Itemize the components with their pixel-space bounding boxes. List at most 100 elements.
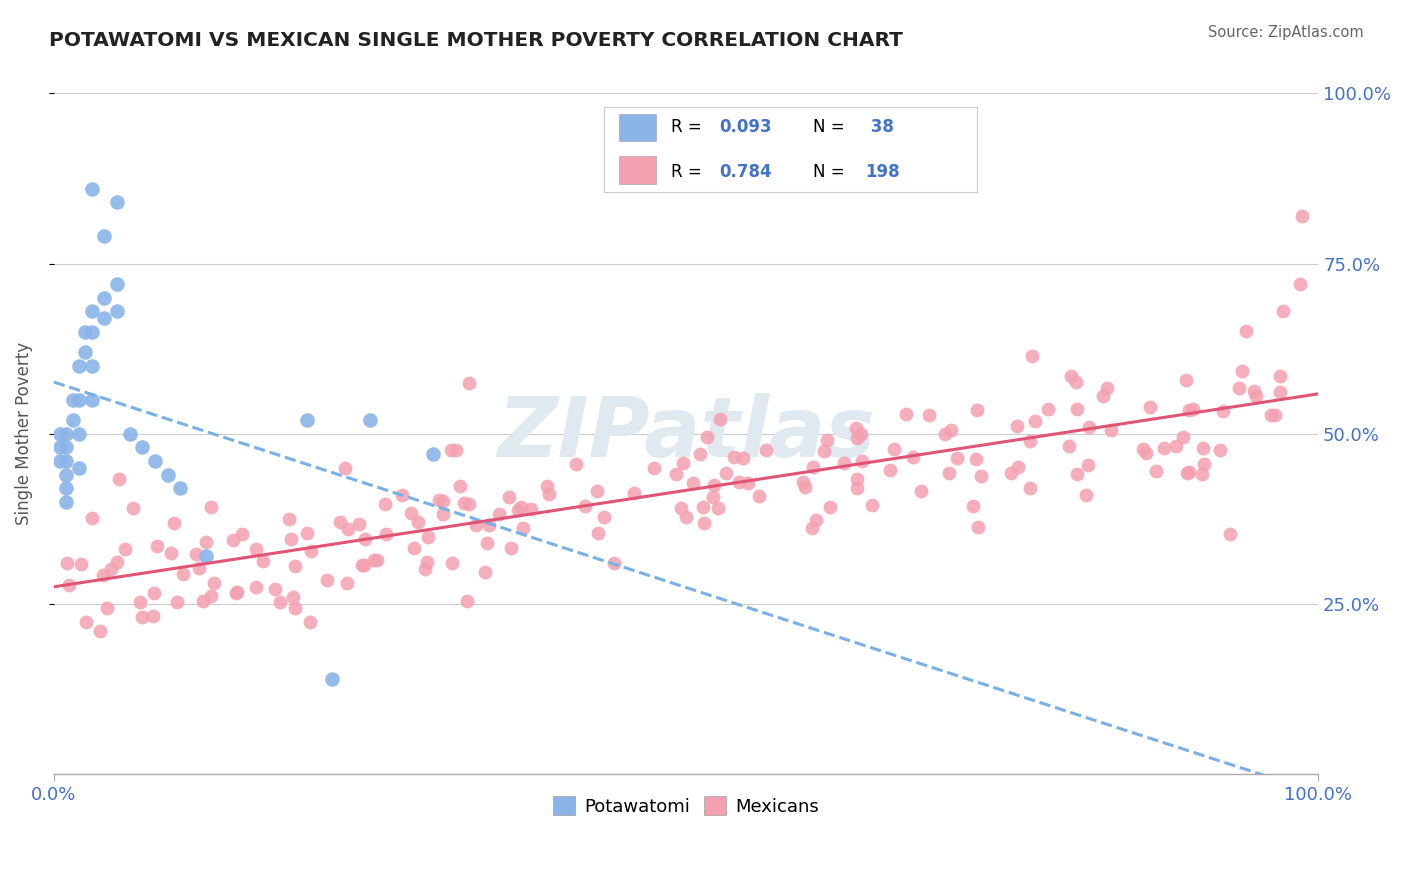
Point xyxy=(200,590,222,604)
Point xyxy=(845,481,868,495)
Point xyxy=(1059,439,1081,453)
Point xyxy=(1191,441,1213,455)
Point xyxy=(200,500,222,515)
Point xyxy=(1178,403,1201,417)
Point xyxy=(105,277,128,291)
Point xyxy=(80,182,103,196)
Point xyxy=(1091,389,1114,403)
Point xyxy=(520,502,543,516)
Point xyxy=(849,427,872,442)
Point xyxy=(75,325,97,339)
Point xyxy=(55,467,77,482)
Point xyxy=(93,291,115,305)
Point xyxy=(1077,458,1099,473)
Point xyxy=(56,556,79,570)
Point xyxy=(1060,368,1083,383)
Point xyxy=(1171,429,1194,443)
Legend: Potawatomi, Mexicans: Potawatomi, Mexicans xyxy=(546,789,825,823)
Point xyxy=(801,460,824,475)
Point xyxy=(792,475,814,490)
Point xyxy=(440,443,463,458)
Point xyxy=(142,608,165,623)
Point xyxy=(93,229,115,244)
Point xyxy=(1132,442,1154,456)
Point xyxy=(603,556,626,570)
Point xyxy=(671,501,693,516)
Point xyxy=(1019,434,1042,448)
Point xyxy=(280,532,302,546)
Point xyxy=(359,413,381,427)
Point xyxy=(82,511,104,525)
Point xyxy=(1099,423,1122,437)
Point xyxy=(1243,384,1265,399)
Point xyxy=(427,493,450,508)
Point xyxy=(1230,364,1253,378)
Point xyxy=(693,516,716,530)
Point xyxy=(689,447,711,461)
Point xyxy=(1234,324,1257,338)
Point xyxy=(474,565,496,579)
Point xyxy=(755,443,778,458)
Point xyxy=(501,541,523,556)
Point xyxy=(226,584,249,599)
Point xyxy=(441,557,464,571)
Point xyxy=(692,500,714,514)
Point xyxy=(281,590,304,604)
Point xyxy=(818,500,841,514)
Point xyxy=(55,426,77,441)
Point xyxy=(962,499,984,513)
Point xyxy=(245,541,267,556)
Point xyxy=(1191,467,1213,482)
Point xyxy=(336,522,359,536)
Point xyxy=(1227,381,1250,395)
Point xyxy=(536,479,558,493)
Point xyxy=(1021,349,1043,363)
Point xyxy=(512,521,534,535)
Point xyxy=(592,509,614,524)
Point xyxy=(295,525,318,540)
Point xyxy=(1078,419,1101,434)
Point xyxy=(801,520,824,534)
Point xyxy=(506,503,529,517)
Point xyxy=(458,376,481,391)
Point xyxy=(191,594,214,608)
Point xyxy=(709,412,731,426)
Point xyxy=(1219,527,1241,541)
Point xyxy=(413,562,436,576)
Point xyxy=(716,467,738,481)
Point xyxy=(1066,402,1088,417)
Point xyxy=(574,499,596,513)
Point xyxy=(1005,419,1028,434)
Point xyxy=(353,558,375,572)
Point xyxy=(107,472,129,486)
Point xyxy=(1192,457,1215,471)
Point xyxy=(498,491,520,505)
Point xyxy=(794,480,817,494)
Point xyxy=(845,421,868,435)
Point xyxy=(160,546,183,560)
Point xyxy=(105,304,128,318)
Point xyxy=(1244,389,1267,403)
Point xyxy=(894,407,917,421)
Point xyxy=(586,484,609,499)
Point xyxy=(49,426,72,441)
Point xyxy=(703,478,725,492)
Point xyxy=(1177,465,1199,479)
Point xyxy=(1260,408,1282,422)
Point xyxy=(946,451,969,466)
Point xyxy=(1019,481,1042,495)
Point xyxy=(146,539,169,553)
Point xyxy=(263,582,285,596)
Point xyxy=(748,489,770,503)
Point xyxy=(336,575,359,590)
Point xyxy=(846,431,869,445)
Point xyxy=(702,490,724,504)
Point xyxy=(80,325,103,339)
Point xyxy=(187,561,209,575)
Point xyxy=(910,484,932,499)
Point xyxy=(565,457,588,471)
Point xyxy=(883,442,905,457)
Point xyxy=(586,525,609,540)
Point xyxy=(706,501,728,516)
Point xyxy=(350,558,373,572)
